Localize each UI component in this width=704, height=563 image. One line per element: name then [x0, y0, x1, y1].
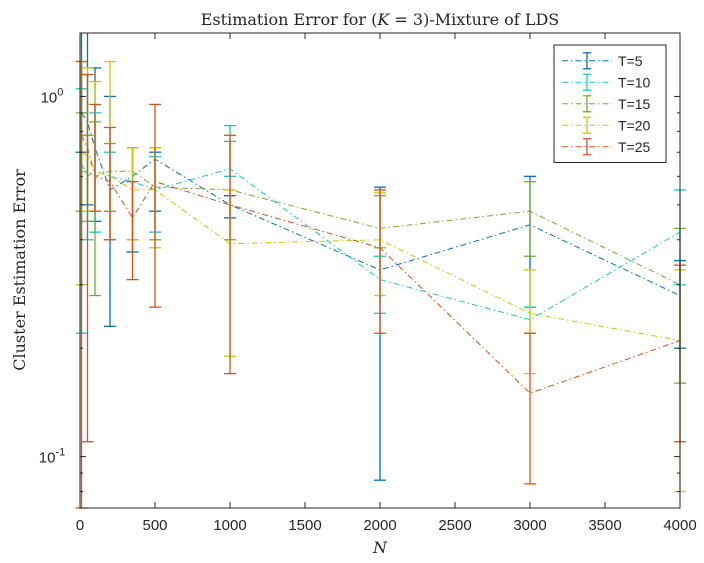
- x-tick-label: 0: [76, 517, 84, 534]
- chart-title: Estimation Error for (K = 3)-Mixture of …: [201, 10, 559, 29]
- series-layer: [75, 33, 686, 509]
- error-bar: [89, 103, 101, 212]
- y-axis-label: Cluster Estimation Error: [10, 169, 29, 371]
- legend-label: T=25: [618, 139, 651, 155]
- title-italic-part: K: [376, 10, 390, 29]
- x-axis-label: N: [372, 538, 388, 557]
- x-tick-label: 2500: [438, 517, 471, 534]
- series-T=25: [75, 60, 686, 509]
- legend-item: T=20: [562, 116, 651, 134]
- title-part: )-Mixture of LDS: [423, 10, 559, 29]
- series-line: [81, 163, 681, 321]
- x-tick-label: 500: [142, 517, 167, 534]
- x-tick-label: 1500: [288, 517, 321, 534]
- series-line: [81, 112, 681, 297]
- error-bar: [374, 189, 386, 334]
- error-bar: [524, 180, 536, 257]
- error-bar: [126, 180, 139, 281]
- y-tick-label-base: 10: [39, 450, 56, 467]
- y-tick-label: 100: [41, 86, 64, 106]
- legend: T=5 T=10 T=15 T=20 T=25: [553, 44, 667, 163]
- error-bar: [81, 73, 94, 443]
- legend-item: T=10: [562, 73, 651, 91]
- error-bar: [524, 332, 536, 485]
- error-bar: [104, 126, 116, 241]
- y-tick-label-base: 10: [41, 89, 58, 106]
- title-part: =: [389, 10, 413, 29]
- title-part: 3: [413, 10, 423, 29]
- legend-item: T=25: [562, 138, 651, 156]
- x-tick-label: 3500: [588, 517, 621, 534]
- error-bar: [224, 134, 236, 375]
- series-line: [81, 135, 681, 394]
- title-part: Estimation Error for (: [201, 10, 378, 29]
- y-tick-label-exponent: -1: [55, 447, 65, 459]
- legend-item: T=5: [562, 52, 643, 70]
- legend-item: T=15: [562, 95, 651, 113]
- y-tick-label: 10-1: [39, 447, 65, 467]
- y-tick-label-exponent: 0: [57, 86, 63, 98]
- error-bar: [149, 103, 161, 308]
- x-tick-label: 4000: [663, 517, 696, 534]
- x-tick-label: 2000: [363, 517, 396, 534]
- x-tick-label: 3000: [513, 517, 546, 534]
- legend-box: [553, 44, 667, 163]
- legend-label: T=5: [618, 53, 643, 69]
- x-tick-label: 1000: [213, 517, 246, 534]
- legend-label: T=10: [618, 74, 651, 90]
- legend-label: T=15: [618, 96, 651, 112]
- legend-label: T=20: [618, 117, 651, 133]
